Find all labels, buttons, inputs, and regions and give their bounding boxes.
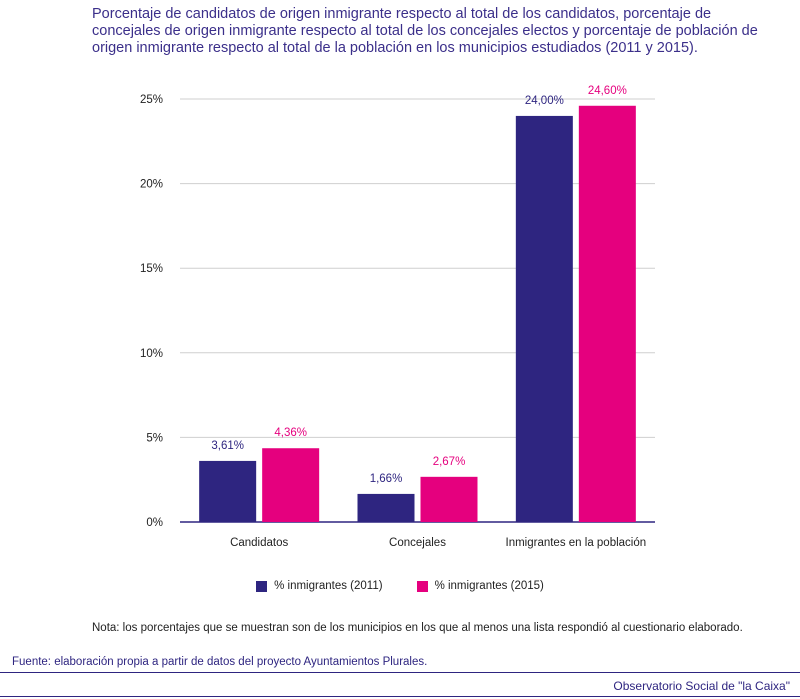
bar-2011-1 <box>357 493 415 522</box>
y-axis-ticks: 0% 5% 10% 15% 20% 25% <box>140 94 163 529</box>
bars <box>199 105 636 523</box>
bottom-divider <box>0 696 800 697</box>
bar-2011-2 <box>515 115 573 523</box>
data-label: 24,60% <box>588 85 627 97</box>
source-divider <box>0 672 800 673</box>
bar-2011-0 <box>199 460 257 522</box>
data-label: 4,36% <box>274 427 307 439</box>
y-tick-label: 25% <box>140 94 163 106</box>
legend-swatch-2011 <box>256 580 268 592</box>
legend-label-2015: % inmigrantes (2015) <box>434 580 544 592</box>
bar-2015-1 <box>420 476 478 522</box>
x-tick-label: Inmigrantes en la población <box>506 537 647 549</box>
data-label: 2,67% <box>433 456 466 468</box>
chart-note: Nota: los porcentajes que se muestran so… <box>92 622 743 634</box>
legend-swatch-2015 <box>416 580 428 592</box>
data-labels: 3,61% 4,36% 1,66% 2,67% 24,00% 24,60% <box>211 85 626 485</box>
y-tick-label: 15% <box>140 263 163 275</box>
source-text: Fuente: elaboración propia a partir de d… <box>12 656 428 668</box>
bar-2015-2 <box>578 105 636 522</box>
x-tick-label: Concejales <box>389 537 446 549</box>
data-label: 1,66% <box>370 473 403 485</box>
legend: % inmigrantes (2011) % inmigrantes (2015… <box>0 580 800 592</box>
x-axis-ticks: Candidatos Concejales Inmigrantes en la po… <box>230 537 646 549</box>
legend-label-2011: % inmigrantes (2011) <box>274 580 383 592</box>
bar-chart: 0% 5% 10% 15% 20% 25% 3,61% 4,36% 1,66% 2,67% 24,… <box>140 85 655 549</box>
y-tick-label: 0% <box>146 517 163 529</box>
gridlines <box>180 98 655 523</box>
x-tick-label: Candidatos <box>230 537 288 549</box>
bar-2015-0 <box>262 448 320 522</box>
data-label: 3,61% <box>211 440 244 452</box>
legend-item-2011: % inmigrantes (2011) <box>256 580 383 592</box>
chart-title: Porcentaje de candidatos de origen inmig… <box>92 6 758 56</box>
legend-item-2015: % inmigrantes (2015) <box>416 580 544 592</box>
brand-footer: Observatorio Social de "la Caixa" <box>613 679 790 693</box>
y-tick-label: 10% <box>140 348 163 360</box>
y-tick-label: 5% <box>146 432 163 444</box>
data-label: 24,00% <box>525 95 564 107</box>
y-tick-label: 20% <box>140 179 163 191</box>
